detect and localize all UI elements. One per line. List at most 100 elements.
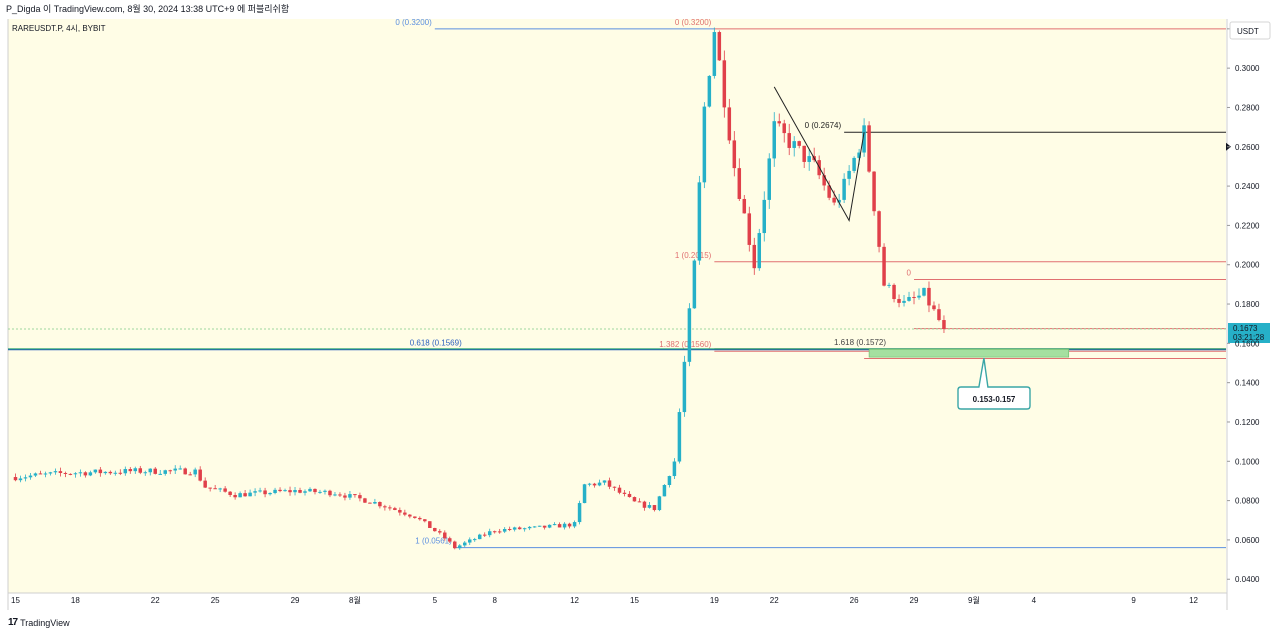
candle-body (712, 32, 717, 76)
drawing-lines: 0 (0.3200) 0 (0.3200) 1 (0.0561) 0.618 (0.1… (8, 18, 1226, 549)
candle-body (897, 299, 901, 303)
candle-body (847, 170, 851, 179)
candle-body (607, 480, 612, 487)
candle-body (303, 491, 307, 493)
candle-body (23, 477, 28, 479)
candle-body (862, 125, 866, 153)
last-price-badge (1228, 322, 1270, 343)
candle-body (702, 106, 707, 183)
candle-body (662, 484, 667, 497)
x-tick-label: 19 (710, 596, 719, 605)
candle-body (477, 534, 482, 540)
candle-body (837, 199, 841, 203)
candle-body (448, 538, 452, 542)
candle-body (378, 502, 382, 507)
candle-body (263, 490, 267, 495)
candle-body (772, 121, 776, 159)
candle-body (228, 491, 232, 495)
zone-callout-label: 0.153-0.157 (973, 395, 1016, 404)
x-tick-label: 12 (1189, 596, 1198, 605)
candle-body (103, 471, 108, 474)
candle-body (148, 468, 153, 473)
y-tick-label: 0.1600 (1235, 339, 1260, 348)
currency-box[interactable] (1229, 21, 1271, 40)
candle-body (93, 469, 98, 473)
pattern-lines (773, 86, 865, 222)
x-tick-label: 15 (11, 596, 20, 605)
candle-body (43, 473, 48, 475)
candle-body (922, 287, 926, 296)
candle-body (522, 528, 527, 530)
candle-body (602, 480, 607, 483)
footer-bar: 17 TradingView (0, 612, 1280, 634)
y-tick-label: 0.0600 (1235, 536, 1260, 545)
candles (13, 27, 946, 550)
candle-body (562, 523, 567, 528)
currency-label: USDT (1237, 27, 1259, 36)
y-tick-label: 0.2800 (1235, 103, 1260, 112)
candle-body (587, 483, 592, 485)
candle-body (138, 468, 143, 473)
candle-body (732, 140, 737, 169)
candle-body (552, 524, 557, 526)
candle-body (677, 412, 682, 462)
candle-body (203, 480, 207, 488)
y-tick-label: 0.3000 (1235, 64, 1260, 73)
candle-body (123, 469, 128, 474)
candle-body (358, 495, 362, 499)
tradingview-logo-icon: 17 (8, 617, 18, 628)
candle-body (363, 498, 367, 503)
candle-body (527, 526, 532, 529)
candle-body (887, 284, 891, 286)
candle-body (393, 508, 397, 510)
candle-body (717, 32, 722, 61)
candle-body (487, 531, 492, 536)
fib-mid-red-label: 1 (0.2015) (675, 251, 712, 260)
candle-body (288, 490, 292, 493)
candle-body (752, 244, 757, 269)
candle-body (627, 493, 632, 498)
x-tick-label: 26 (850, 596, 859, 605)
countdown-label: 03:21:28 (1233, 333, 1265, 342)
candle-body (348, 494, 352, 498)
candle-body (158, 473, 162, 475)
y-tick-label: 0.2400 (1235, 182, 1260, 191)
candle-body (28, 475, 33, 478)
ext-top-black-label: 0 (0.2674) (805, 121, 842, 130)
candle-body (482, 534, 487, 536)
candle-body (807, 156, 811, 162)
candle-body (278, 489, 282, 492)
candle-body (672, 461, 677, 477)
candle-body (507, 528, 512, 530)
candle-body (727, 107, 732, 141)
y-tick-label: 0.1200 (1235, 418, 1260, 427)
x-tick-label: 29 (291, 596, 300, 605)
x-tick-label: 29 (910, 596, 919, 605)
candle-body (153, 468, 158, 474)
fib-bottom-blue-label: 1 (0.0561) (415, 537, 452, 546)
candle-body (343, 495, 347, 498)
candle-body (243, 493, 247, 497)
candle-body (143, 472, 148, 474)
candle-body (467, 539, 472, 543)
candle-body (617, 487, 622, 493)
candle-body (502, 528, 507, 532)
candle-body (787, 133, 791, 148)
candle-body (68, 473, 73, 475)
candle-body (163, 470, 167, 474)
ext-1618-black-label: 1.618 (0.1572) (834, 338, 886, 347)
candle-body (742, 198, 747, 214)
y-tick-label: 0.1400 (1235, 379, 1260, 388)
candle-body (547, 524, 552, 528)
candle-body (927, 287, 931, 306)
candle-body (612, 486, 617, 488)
candle-body (577, 503, 582, 523)
x-tick-label: 15 (630, 596, 639, 605)
y-tick-label: 0.2000 (1235, 261, 1260, 270)
candle-body (283, 490, 287, 492)
candle-body (83, 472, 88, 476)
candle-body (218, 488, 222, 490)
price-chart[interactable]: 0 (0.3200) 0 (0.3200) 1 (0.0561) 0.618 (0.1… (0, 0, 1280, 612)
candle-body (418, 517, 422, 520)
candle-body (213, 488, 217, 490)
